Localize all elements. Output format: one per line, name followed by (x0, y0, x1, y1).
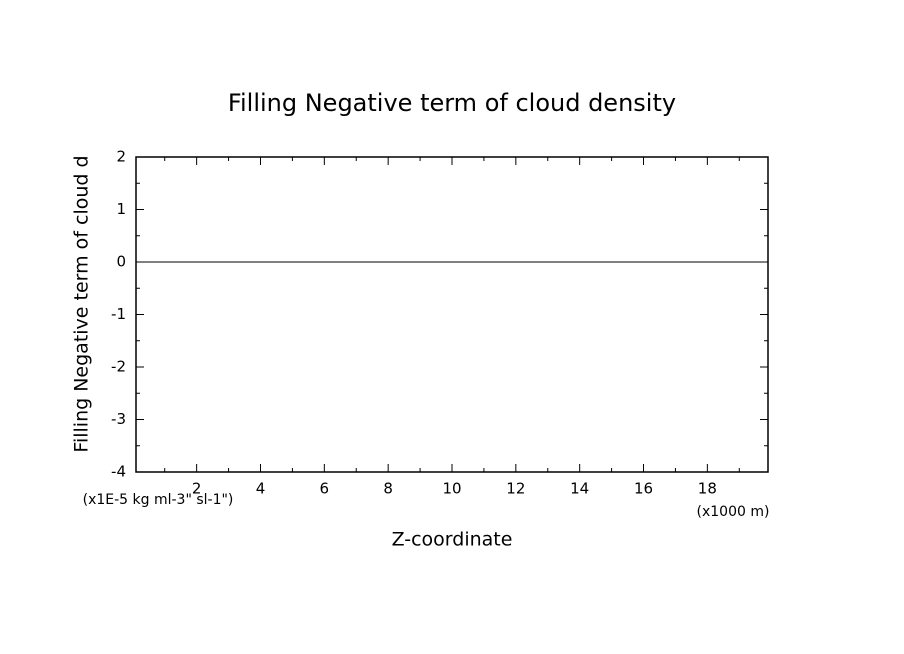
x-tick-label: 8 (383, 480, 393, 498)
x-unit-label: (x1000 m) (697, 504, 770, 520)
plot-frame (135, 156, 769, 473)
x-tick-label: 6 (320, 480, 330, 498)
x-tick-label: 10 (442, 480, 461, 498)
x-tick-label: 2 (192, 480, 202, 498)
x-tick-label: 12 (506, 480, 525, 498)
x-tick-label: 16 (634, 480, 653, 498)
y-axis-label: Filling Negative term of cloud d (71, 155, 93, 452)
y-tick-label: -2 (111, 358, 126, 376)
y-unit-label: (x1E-5 kg ml-3" sl-1") (83, 492, 234, 508)
x-tick-label: 4 (256, 480, 266, 498)
x-tick-label: 18 (698, 480, 717, 498)
x-tick-label: 14 (570, 480, 589, 498)
y-tick-label: 1 (116, 200, 126, 218)
y-tick-label: -1 (111, 305, 126, 323)
x-axis-label: Z-coordinate (392, 529, 513, 551)
y-tick-label: -4 (111, 463, 126, 481)
y-tick-label: 2 (116, 148, 126, 166)
y-tick-label: -3 (111, 410, 126, 428)
y-tick-label: 0 (116, 253, 126, 271)
chart-title: Filling Negative term of cloud density (228, 89, 676, 117)
